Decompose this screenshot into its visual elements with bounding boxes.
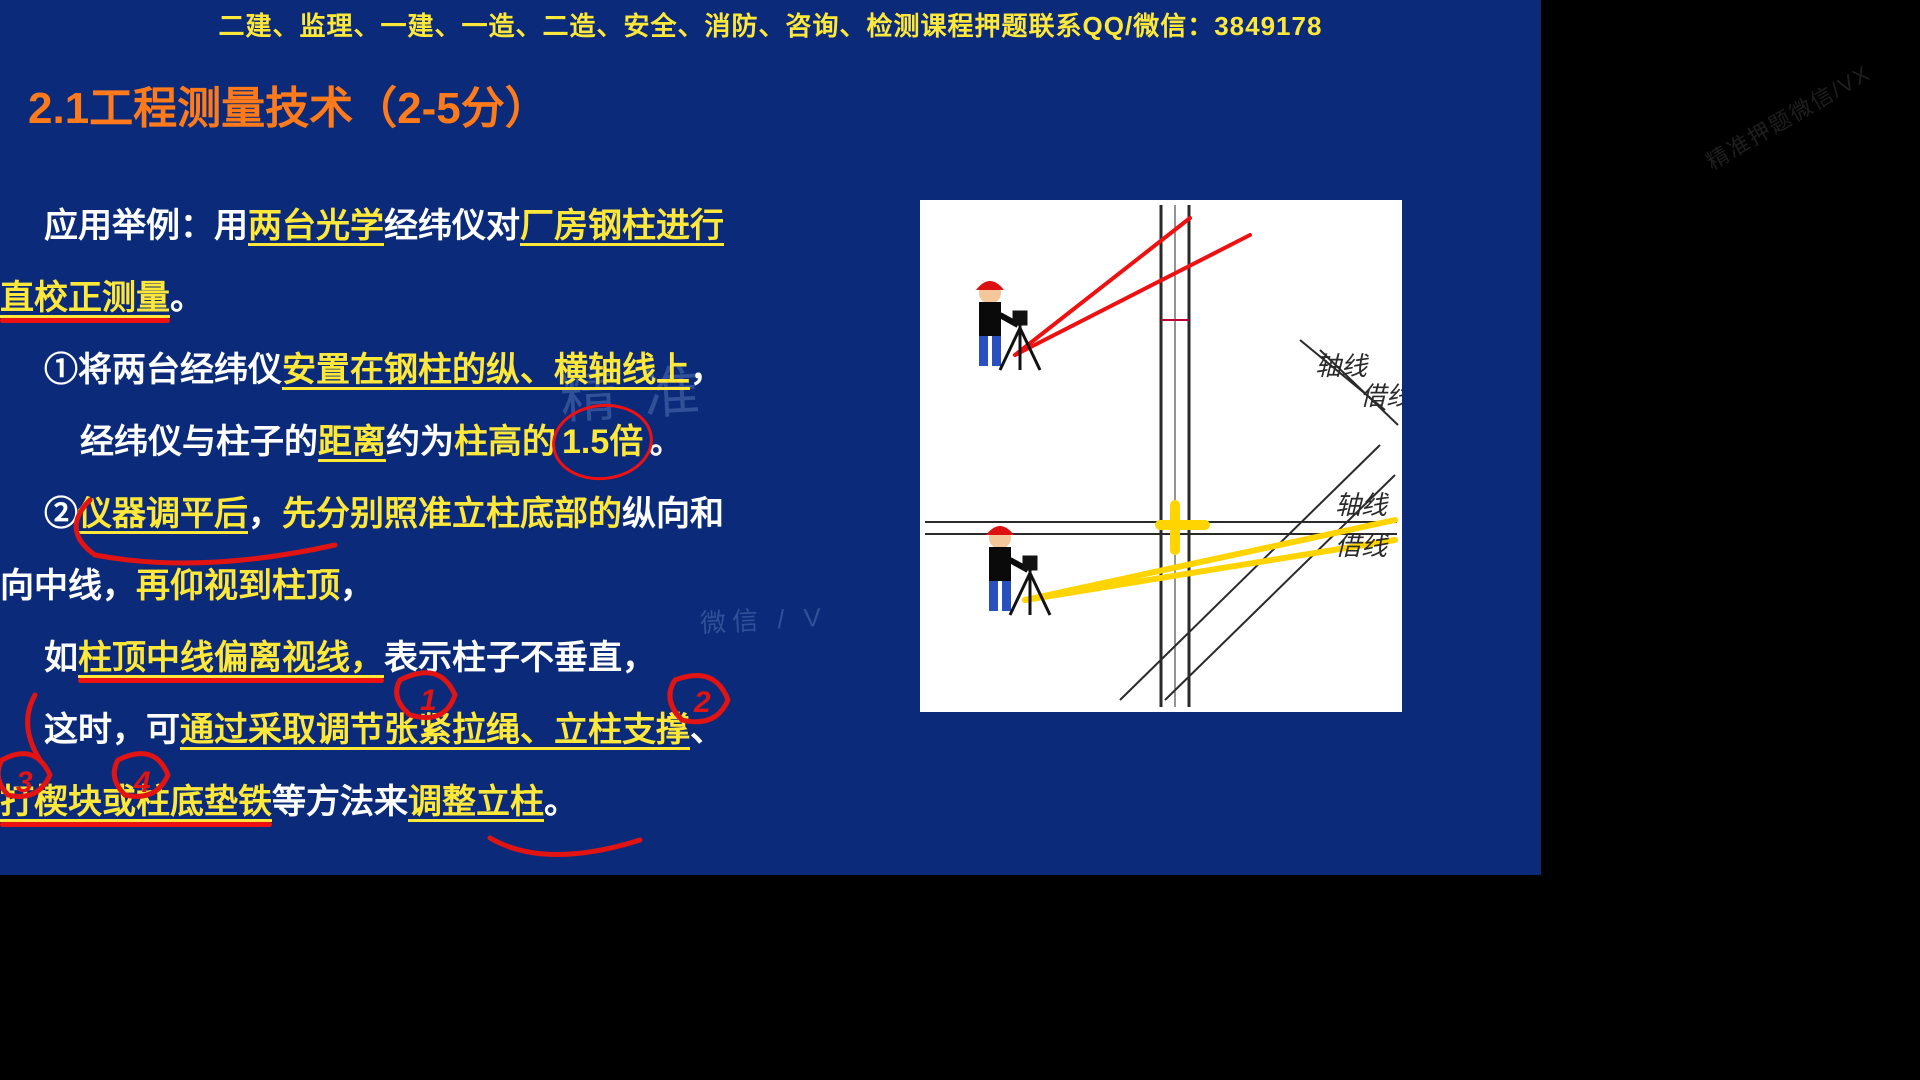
t: 。	[170, 279, 204, 317]
t-hl: 立柱支撑	[554, 711, 690, 749]
t: 应用举例：用	[44, 207, 248, 245]
t: ，	[102, 567, 136, 605]
body-text: 应用举例：用两台光学经纬仪对厂房钢柱进行 直校正测量。 ①将两台经纬仪安置在钢柱…	[0, 190, 900, 838]
line-7: 如柱顶中线偏离视线，表示柱子不垂直，	[0, 622, 900, 694]
t-hl: 打楔块或柱底垫铁	[0, 783, 272, 821]
t: 、	[690, 711, 724, 749]
t: ②	[44, 495, 78, 533]
line-1: 应用举例：用两台光学经纬仪对厂房钢柱进行	[0, 190, 900, 262]
line-8: 这时，可通过采取调节张紧拉绳、立柱支撑、	[0, 694, 900, 766]
line-6: 向中线，再仰视到柱顶，	[0, 550, 900, 622]
t-hl: 直校正测量	[0, 279, 170, 317]
t: ，	[690, 351, 724, 389]
t: 经纬仪与柱子的	[80, 423, 318, 461]
t-hl: 安置在钢柱的纵、横轴线上	[282, 351, 690, 389]
t: ，	[340, 567, 374, 605]
t-hl: 调整立柱	[408, 783, 544, 821]
surveyor-icon	[986, 526, 1050, 615]
slide: 二建、监理、一建、一造、二造、安全、消防、咨询、检测课程押题联系QQ/微信：38…	[0, 0, 1541, 875]
t-hl: 通过采取调节张紧拉绳、	[180, 711, 554, 749]
t-hl: 柱高的	[454, 423, 556, 461]
t-hl: 厂房钢柱进行	[520, 207, 724, 245]
label-borrow: 借线	[1335, 532, 1390, 561]
t: 。	[649, 423, 683, 461]
t-hl: 柱顶中线偏离视线，	[78, 639, 384, 677]
t: 如	[44, 639, 78, 677]
t: 表示柱子不垂直，	[384, 639, 656, 677]
section-title: 2.1工程测量技术（2-5分）	[28, 72, 549, 136]
t-circled: 1.5倍	[556, 406, 649, 478]
header-banner: 二建、监理、一建、一造、二造、安全、消防、咨询、检测课程押题联系QQ/微信：38…	[0, 6, 1541, 43]
line-2: 直校正测量。	[0, 262, 900, 334]
line-3: ①将两台经纬仪安置在钢柱的纵、横轴线上，	[0, 334, 900, 406]
diagram-svg: 轴线 借线 轴线 借线	[920, 200, 1402, 712]
t-hl: 两台光学	[248, 207, 384, 245]
t: 这时，可	[44, 711, 180, 749]
t: ，	[248, 495, 282, 533]
line-4: 经纬仪与柱子的距离约为柱高的1.5倍。	[0, 406, 900, 478]
surveyor-icon	[976, 281, 1040, 370]
t-hl: 再仰视到柱顶	[136, 567, 340, 605]
t: 等方法来	[272, 783, 408, 821]
corner-watermark: 精准押题微信/VX	[1699, 56, 1876, 176]
t-hl: 仪器调平后	[78, 495, 248, 533]
label-borrow: 借线	[1360, 382, 1402, 411]
t: 约为	[386, 423, 454, 461]
t: 。	[544, 783, 578, 821]
t: 向中线	[0, 567, 102, 605]
diagram-figure: 轴线 借线 轴线 借线	[920, 200, 1402, 712]
t: 纵向和	[622, 495, 724, 533]
label-axis: 轴线	[1335, 491, 1390, 520]
label-axis: 轴线	[1315, 352, 1370, 381]
t: ①将两台经纬仪	[44, 351, 282, 389]
stage: 二建、监理、一建、一造、二造、安全、消防、咨询、检测课程押题联系QQ/微信：38…	[0, 0, 1920, 1080]
line-9: 打楔块或柱底垫铁等方法来调整立柱。	[0, 766, 900, 838]
t-hl: 先分别照准立柱底部的	[282, 495, 622, 533]
t-hl: 距离	[318, 423, 386, 461]
t: 经纬仪对	[384, 207, 520, 245]
line-5: ②仪器调平后，先分别照准立柱底部的纵向和	[0, 478, 900, 550]
